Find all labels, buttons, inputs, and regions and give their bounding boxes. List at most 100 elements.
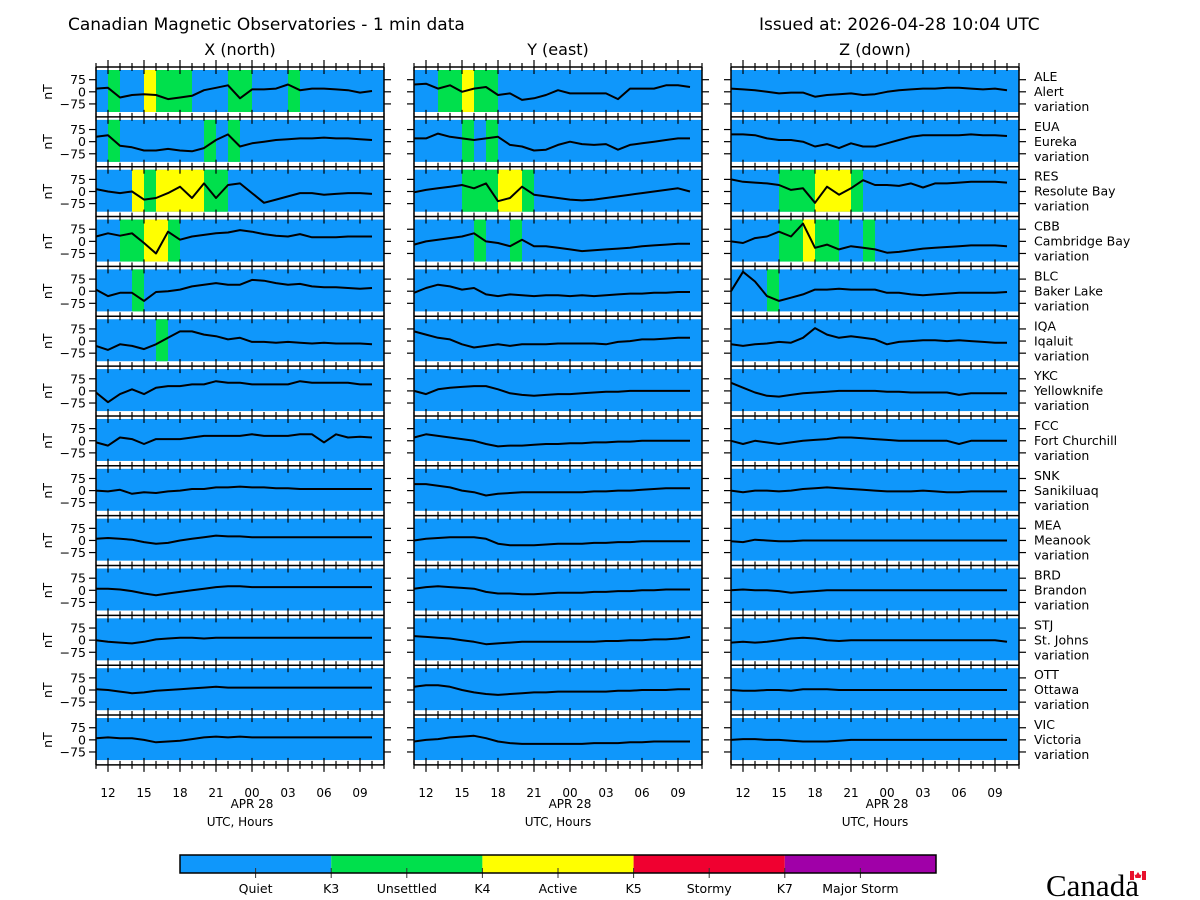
panel-CBB-X: 750−75 nT bbox=[40, 209, 391, 267]
y-tick-label: 75 bbox=[70, 371, 86, 386]
trace-EUA-Z bbox=[731, 133, 1008, 150]
legend-boundary-label: K3 bbox=[323, 881, 339, 896]
station-name: Sanikiluaq bbox=[1034, 483, 1099, 498]
quiet-background bbox=[96, 369, 384, 412]
y-tick-label: 0 bbox=[78, 583, 86, 598]
station-variation-label: variation bbox=[1034, 647, 1089, 662]
k-interval-unsettled bbox=[132, 269, 144, 312]
y-tick-label: −75 bbox=[60, 695, 86, 710]
trace-IQA-Y bbox=[413, 330, 690, 349]
panel-ALE-Y bbox=[407, 60, 709, 117]
trace-CBB-Y bbox=[413, 232, 690, 253]
panel-BRD-X: 750−75 nT bbox=[40, 558, 391, 616]
station-variation-label: variation bbox=[1034, 249, 1089, 264]
trace-BRD-Y bbox=[413, 585, 690, 596]
quiet-background bbox=[414, 319, 702, 362]
y-axis-label: nT bbox=[40, 533, 55, 549]
k-interval-unsettled bbox=[767, 269, 779, 312]
y-axis-label: nT bbox=[40, 682, 55, 698]
trace-BLC-X bbox=[95, 278, 373, 302]
chart-title: Canadian Magnetic Observatories - 1 min … bbox=[68, 15, 465, 35]
x-tick-label: 21 bbox=[208, 786, 223, 800]
legend-swatch-active bbox=[482, 855, 634, 873]
panel-SNK-X: 750−75 nT bbox=[40, 458, 391, 516]
x-tick-label: 18 bbox=[490, 786, 505, 800]
y-tick-label: −75 bbox=[60, 296, 86, 311]
y-tick-label: −75 bbox=[60, 246, 86, 261]
column-title-X: X (north) bbox=[204, 40, 275, 59]
flag-icon-right-bar bbox=[1142, 871, 1146, 880]
y-axis-label: nT bbox=[40, 333, 55, 349]
x-tick-label: 00 bbox=[879, 786, 894, 800]
legend-label: Major Storm bbox=[822, 881, 898, 896]
y-axis-label: nT bbox=[40, 632, 55, 648]
station-variation-label: variation bbox=[1034, 747, 1089, 762]
flag-icon-left-bar bbox=[1130, 871, 1134, 880]
k-interval-unsettled bbox=[204, 119, 216, 162]
x-tick-label: 00 bbox=[562, 786, 577, 800]
x-tick-label: 21 bbox=[526, 786, 541, 800]
station-code: FCC bbox=[1034, 418, 1059, 433]
legend-boundary-label: K7 bbox=[777, 881, 793, 896]
quiet-background bbox=[731, 70, 1019, 112]
panel-BRD-Y bbox=[407, 558, 709, 616]
quiet-background bbox=[414, 269, 702, 312]
trace-FCC-Y bbox=[413, 433, 690, 448]
trace-SNK-Z bbox=[730, 486, 1007, 494]
station-name: Alert bbox=[1034, 84, 1064, 99]
quiet-background bbox=[96, 618, 384, 661]
y-tick-label: 0 bbox=[78, 433, 86, 448]
panel-BLC-Y bbox=[407, 259, 709, 317]
k-interval-unsettled bbox=[288, 70, 300, 112]
station-variation-label: variation bbox=[1034, 548, 1089, 563]
trace-BRD-X bbox=[96, 585, 372, 597]
x-tick-label: 12 bbox=[100, 786, 115, 800]
station-code: MEA bbox=[1034, 518, 1062, 533]
panel-OTT-X: 750−75 nT bbox=[40, 658, 391, 716]
y-axis-label: nT bbox=[40, 383, 55, 399]
panel-ALE-X: 750−75 nT bbox=[40, 60, 391, 117]
y-tick-label: 0 bbox=[78, 633, 86, 648]
x-tick-label: 18 bbox=[807, 786, 822, 800]
y-axis-label: nT bbox=[40, 483, 55, 499]
y-tick-label: −75 bbox=[60, 396, 86, 411]
station-code: RES bbox=[1034, 169, 1059, 184]
station-code: IQA bbox=[1034, 318, 1057, 333]
legend-swatch-unsettled bbox=[331, 855, 483, 873]
y-tick-label: 0 bbox=[78, 84, 86, 99]
y-tick-label: 75 bbox=[70, 720, 86, 735]
trace-OTT-X bbox=[95, 685, 372, 695]
y-tick-label: −75 bbox=[60, 445, 86, 460]
k-interval-active bbox=[144, 70, 156, 112]
legend-label: Active bbox=[539, 881, 578, 896]
trace-OTT-Z bbox=[730, 688, 1007, 692]
trace-STJ-Y bbox=[413, 635, 691, 646]
y-axis-label: nT bbox=[40, 134, 55, 150]
k-interval-active bbox=[144, 219, 168, 262]
panel-BLC-X: 750−75 nT bbox=[40, 259, 391, 317]
station-code: ALE bbox=[1034, 69, 1058, 84]
quiet-background bbox=[414, 718, 702, 761]
legend-label: Stormy bbox=[687, 881, 733, 896]
column-title-Y: Y (east) bbox=[526, 40, 589, 59]
quiet-background bbox=[96, 518, 384, 561]
y-tick-label: 0 bbox=[78, 134, 86, 149]
quiet-background bbox=[96, 319, 384, 362]
k-interval-unsettled bbox=[108, 70, 120, 112]
x-tick-label: 15 bbox=[136, 786, 151, 800]
station-name: Baker Lake bbox=[1034, 283, 1103, 298]
y-tick-label: 75 bbox=[70, 321, 86, 336]
k-interval-unsettled bbox=[462, 119, 474, 162]
trace-IQA-Z bbox=[730, 327, 1007, 347]
panel-IQA-Y bbox=[407, 309, 709, 367]
